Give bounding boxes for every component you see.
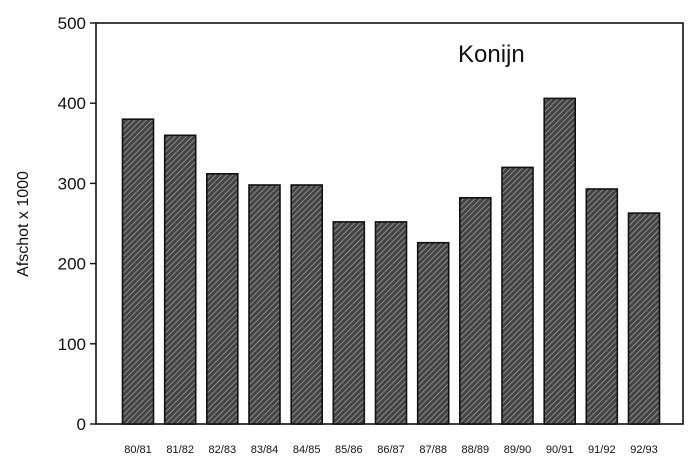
bar-89-90 (501, 166, 534, 425)
x-tick-label: 80/81 (124, 444, 152, 456)
x-tick-label: 91/92 (588, 444, 616, 456)
bar-86-87 (374, 221, 408, 425)
bar-85-86 (332, 221, 366, 425)
y-tick-label: 0 (77, 415, 86, 434)
bar-81-82 (163, 134, 197, 425)
x-tick-label: 86/87 (377, 444, 405, 456)
bar-91-92 (585, 188, 619, 425)
x-tick-label: 89/90 (504, 444, 532, 456)
x-tick-label: 84/85 (293, 444, 321, 456)
bar-83-84 (248, 184, 281, 425)
y-tick-label: 100 (58, 335, 86, 354)
y-tick-label: 400 (58, 94, 86, 113)
chart-title: Konijn (458, 41, 525, 68)
bar-88-89 (458, 197, 492, 425)
x-tick-label: 92/93 (630, 444, 658, 456)
bar-80-81 (121, 118, 155, 425)
x-tick-label: 81/82 (166, 444, 194, 456)
y-axis: 0 100 200 300 400 500 (58, 14, 96, 434)
y-tick-label: 500 (58, 14, 86, 33)
x-axis: 80/81 81/82 82/83 83/84 84/85 85/86 86/87 87/88… (124, 444, 658, 456)
bar-87-88 (416, 241, 450, 425)
x-tick-label: 83/84 (251, 444, 279, 456)
x-tick-label: 82/83 (209, 444, 237, 456)
y-axis-title: Afschot x 1000 (15, 171, 32, 277)
x-tick-label: 87/88 (419, 444, 447, 456)
y-tick-label: 300 (58, 174, 86, 193)
x-tick-label: 90/91 (546, 444, 574, 456)
bar-90-91 (543, 97, 577, 425)
y-tick-label: 200 (58, 255, 86, 274)
x-tick-label: 88/89 (462, 444, 490, 456)
x-tick-label: 85/86 (335, 444, 363, 456)
bar-82-83 (206, 173, 239, 425)
bar-series (121, 97, 661, 425)
bar-84-85 (290, 184, 324, 425)
bar-92-93 (627, 212, 661, 425)
